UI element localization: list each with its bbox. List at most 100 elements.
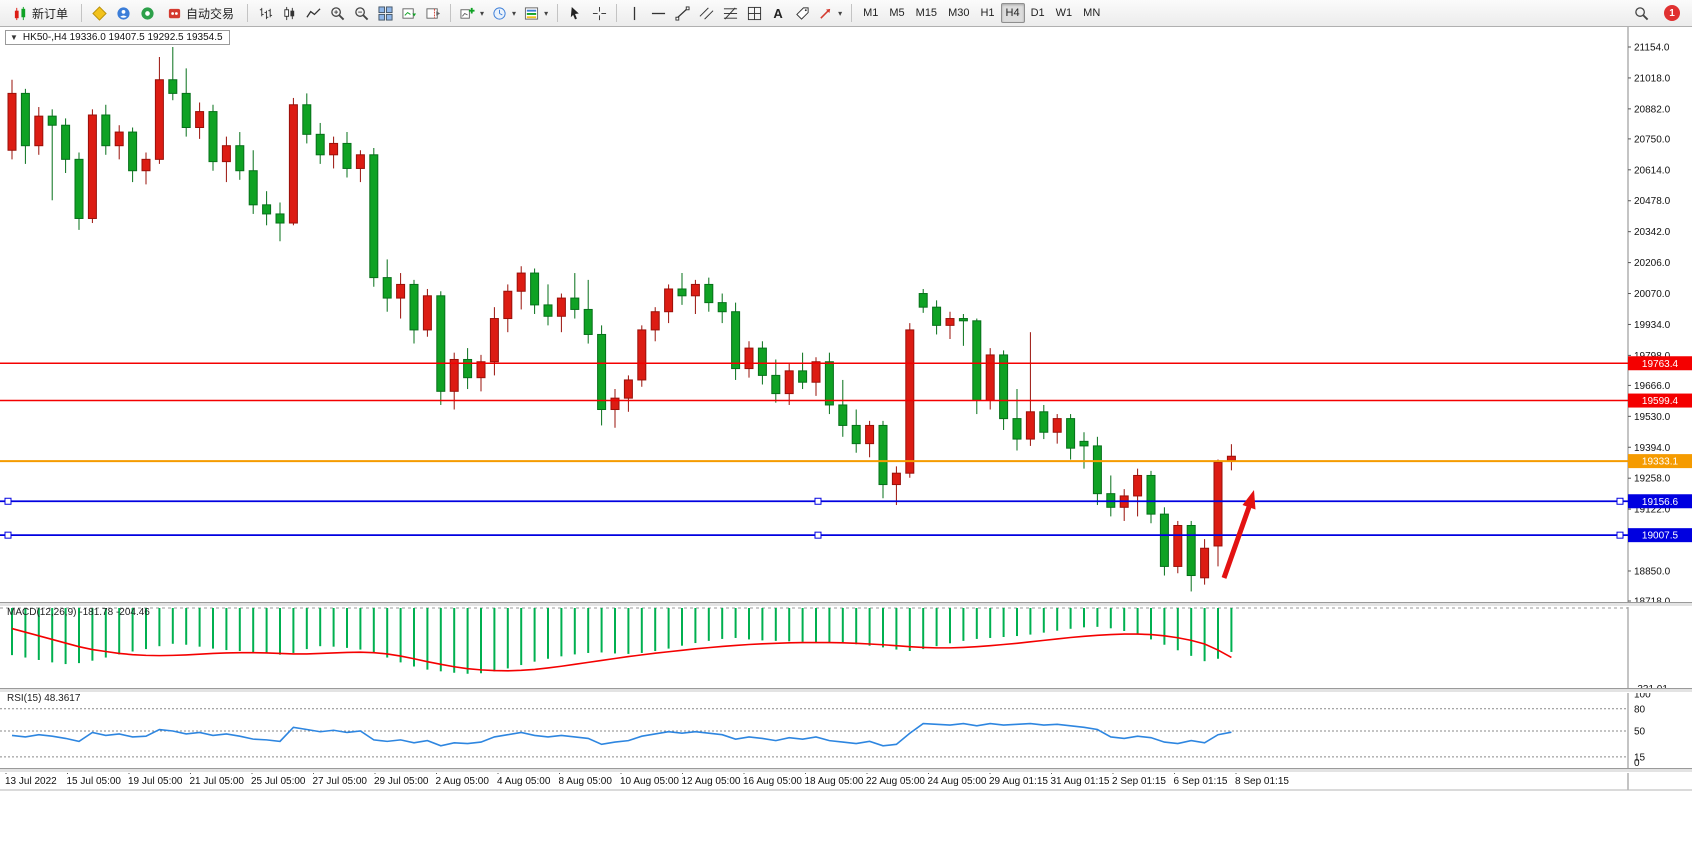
candle-body <box>355 154 365 169</box>
date-axis-label: 25 Jul 05:00 <box>251 776 306 787</box>
zoom-in-icon <box>330 6 344 20</box>
macd-panel-splitter[interactable] <box>0 602 1692 607</box>
trendline-button[interactable] <box>671 2 693 24</box>
chevron-down-icon: ▾ <box>838 8 843 18</box>
shapes-button[interactable] <box>743 2 765 24</box>
candle-body <box>1025 411 1035 440</box>
horizontal-line-button[interactable] <box>647 2 669 24</box>
symbol-info[interactable]: ▼ HK50-,H4 19336.0 19407.5 19292.5 19354… <box>5 30 230 45</box>
periods-button[interactable]: ▾ <box>489 2 519 24</box>
rsi-axis-label: 0 <box>1634 758 1640 769</box>
timeframe-button-W1[interactable]: W1 <box>1051 3 1078 23</box>
candle-body <box>208 111 218 163</box>
price-badge-label: 19599.4 <box>1642 396 1679 407</box>
market-button[interactable] <box>136 2 158 24</box>
line-handle[interactable] <box>1616 497 1624 505</box>
candle-body <box>556 297 566 317</box>
candle-body <box>47 115 57 126</box>
timeframe-button-M30[interactable]: M30 <box>943 3 974 23</box>
date-axis-label: 8 Aug 05:00 <box>559 776 613 787</box>
notification-badge[interactable]: 1 <box>1664 5 1680 21</box>
price-axis-label: 20478.0 <box>1634 196 1671 207</box>
timeframe-button-M1[interactable]: M1 <box>858 3 883 23</box>
line-handle[interactable] <box>4 531 12 539</box>
new-order-button[interactable]: 新订单 <box>6 2 75 24</box>
price-axis-label: 19934.0 <box>1634 320 1671 331</box>
candle-body <box>623 379 633 399</box>
rsi-axis-label: 15 <box>1634 752 1646 763</box>
candle-body <box>1186 524 1196 577</box>
date-axis-label: 24 Aug 05:00 <box>928 776 987 787</box>
line-handle[interactable] <box>4 497 12 505</box>
candle-body <box>690 283 700 297</box>
templates-button[interactable]: ▾ <box>521 2 551 24</box>
date-axis-splitter[interactable] <box>0 768 1692 773</box>
trend-arrow-head[interactable] <box>1242 490 1256 510</box>
candle-body <box>168 79 178 94</box>
community-button[interactable] <box>112 2 134 24</box>
date-axis-label: 27 Jul 05:00 <box>313 776 368 787</box>
text-tool-button[interactable]: A <box>767 2 789 24</box>
rsi-panel-splitter[interactable] <box>0 688 1692 693</box>
horizontal-line-icon <box>651 12 665 14</box>
new-chart-button[interactable]: ▾ <box>457 2 487 24</box>
date-axis-label: 29 Jul 05:00 <box>374 776 429 787</box>
line-handle[interactable] <box>814 497 822 505</box>
candle-body <box>235 145 245 172</box>
fibonacci-button[interactable] <box>719 2 741 24</box>
candle-body <box>824 361 834 406</box>
rsi-axis-label: 50 <box>1634 727 1646 738</box>
cursor-button[interactable] <box>564 2 586 24</box>
chart-shift-button[interactable] <box>422 2 444 24</box>
timeframe-button-M5[interactable]: M5 <box>884 3 909 23</box>
line-handle[interactable] <box>1616 531 1624 539</box>
toolbar-separator <box>81 4 83 22</box>
label-icon <box>795 6 809 20</box>
auto-trading-button[interactable]: 自动交易 <box>160 2 241 24</box>
candle-body <box>958 318 968 322</box>
candle-body <box>891 472 901 486</box>
candle-body <box>851 424 861 445</box>
bar-chart-button[interactable] <box>254 2 276 24</box>
one-click-trading-arrow[interactable]: ▼ <box>10 33 18 42</box>
tile-windows-button[interactable] <box>374 2 396 24</box>
line-handle[interactable] <box>814 531 822 539</box>
timeframe-button-M15[interactable]: M15 <box>911 3 942 23</box>
timeframe-button-D1[interactable]: D1 <box>1026 3 1050 23</box>
timeframe-button-H1[interactable]: H1 <box>975 3 999 23</box>
date-axis-label: 6 Sep 01:15 <box>1174 776 1228 787</box>
candle-body <box>1052 418 1062 433</box>
candlestick-chart-button[interactable] <box>278 2 300 24</box>
text-icon: A <box>773 5 783 21</box>
date-axis-label: 18 Aug 05:00 <box>805 776 864 787</box>
arrows-tool-button[interactable]: ▾ <box>815 2 845 24</box>
vertical-line-button[interactable] <box>623 2 645 24</box>
timeframe-toolbar: M1 M5 M15 M30 H1 H4 D1 W1 MN <box>858 3 1105 23</box>
market-icon <box>140 6 154 20</box>
date-axis-label: 16 Aug 05:00 <box>743 776 802 787</box>
label-tool-button[interactable] <box>791 2 813 24</box>
metaeditor-button[interactable] <box>88 2 110 24</box>
candle-body <box>288 104 298 224</box>
price-axis-label: 20206.0 <box>1634 258 1671 269</box>
crosshair-button[interactable] <box>588 2 610 24</box>
candle-body <box>530 272 540 306</box>
candle-body <box>1159 513 1169 567</box>
timeframe-button-H4[interactable]: H4 <box>1000 3 1025 23</box>
candle-body <box>369 154 379 279</box>
line-chart-button[interactable] <box>302 2 324 24</box>
price-axis-label: 20882.0 <box>1634 104 1671 115</box>
trend-arrow-annotation[interactable] <box>1221 506 1252 579</box>
search-button[interactable] <box>1630 2 1652 24</box>
channel-button[interactable] <box>695 2 717 24</box>
zoom-out-button[interactable] <box>350 2 372 24</box>
candle-body <box>262 204 272 215</box>
auto-scroll-button[interactable] <box>398 2 420 24</box>
macd-label: MACD(12,26,9) -181.78 -204.46 <box>7 607 150 618</box>
timeframe-button-MN[interactable]: MN <box>1078 3 1105 23</box>
candle-body <box>396 283 406 299</box>
zoom-in-button[interactable] <box>326 2 348 24</box>
date-axis-label: 13 Jul 2022 <box>5 776 57 787</box>
candle-body <box>932 306 942 326</box>
